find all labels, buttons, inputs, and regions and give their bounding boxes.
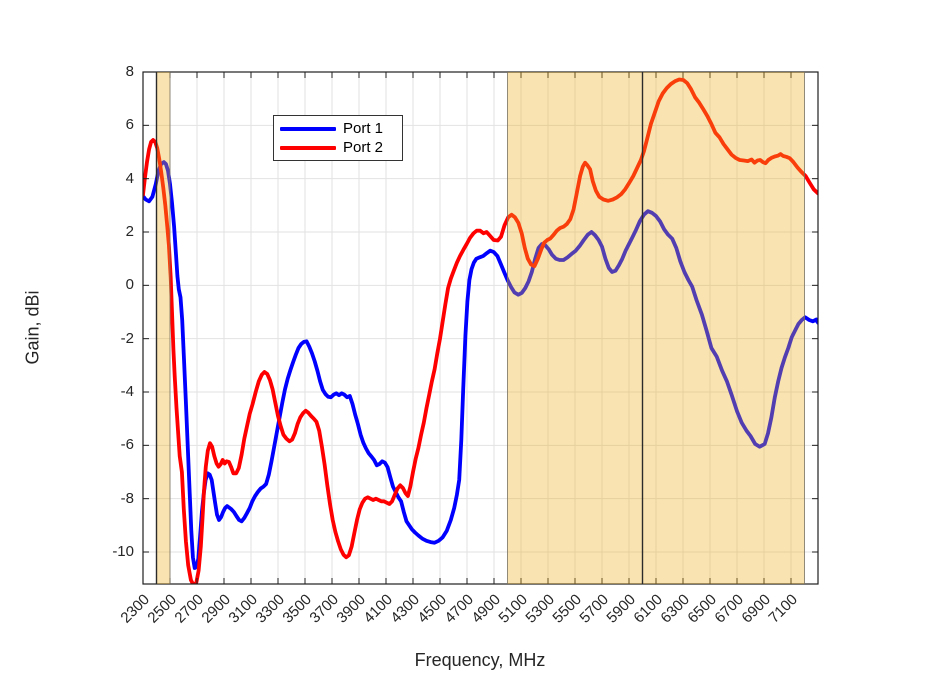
y-tick-label: 2 <box>125 223 134 240</box>
y-tick-label: 6 <box>125 116 134 134</box>
port-1-curve <box>143 160 818 570</box>
port-2-curve <box>143 77 818 584</box>
legend-item-port-2: Port 2 <box>280 139 396 156</box>
highlight-band-2 <box>507 72 805 584</box>
x-axis-title: Frequency, MHz <box>414 650 546 670</box>
y-axis-title: Gain, dBi <box>22 290 43 365</box>
y-tick-label: -2 <box>120 329 134 347</box>
y-tick-label: -6 <box>120 436 134 454</box>
y-tick-label: 4 <box>125 169 134 187</box>
axes-box <box>142 71 819 585</box>
legend-label-port-2: Port 2 <box>343 139 384 156</box>
y-tick-label: -8 <box>120 489 134 507</box>
legend-label-port-1: Port 1 <box>343 120 384 137</box>
y-tick-label: -10 <box>112 543 134 560</box>
y-tick-label: 0 <box>125 276 134 294</box>
highlight-band-1 <box>156 72 170 584</box>
legend-item-port-1: Port 1 <box>280 120 396 137</box>
port-2-line-sample <box>280 145 336 150</box>
port-1-line-sample <box>280 126 336 131</box>
legend: Port 1 Port 2 <box>273 115 403 161</box>
y-tick-label: -4 <box>120 383 134 400</box>
y-tick-label: 8 <box>125 63 134 80</box>
